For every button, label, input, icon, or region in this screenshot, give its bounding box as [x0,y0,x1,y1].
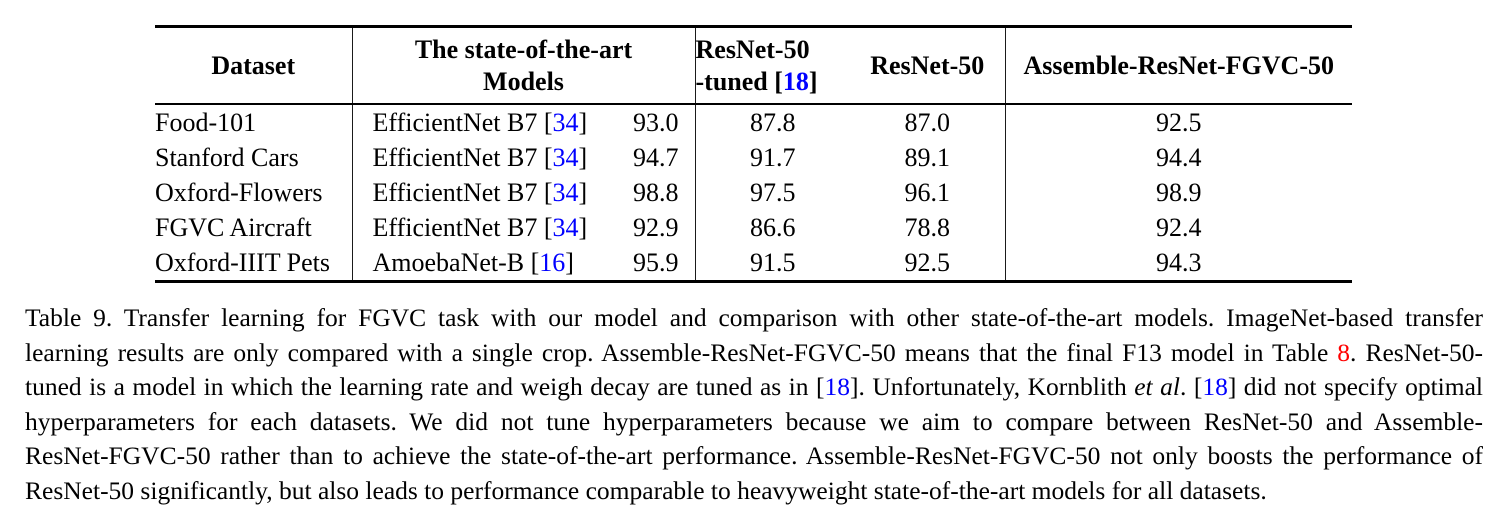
sota-bracket-close: ] [578,212,588,242]
cell-resnet50-tuned-score: 86.6 [750,212,796,242]
col-header-sota-models: The state-of-the-art Models [352,26,696,105]
sota-model-name: EfficientNet B7 [34] [373,143,588,173]
col-header-resnet50: ResNet-50 [850,26,1006,105]
citation-link[interactable]: 16 [539,247,566,277]
sota-model-name: EfficientNet B7 [34] [373,108,588,138]
cell-dataset: Oxford-IIIT Pets [155,245,353,282]
col-header-assemble: Assemble-ResNet-FGVC-50 [1005,26,1352,105]
sota-model-score: 93.0 [633,107,679,137]
caption-etal: et al [1134,372,1180,402]
cell-assemble-score: 92.5 [1156,107,1202,137]
caption-line-2: learning results are only compared with … [25,336,1483,371]
caption-text: tuned is a model in which the learning r… [25,372,825,402]
cell-resnet50-tuned-score: 87.8 [750,107,796,137]
sota-header-line1: The state-of-the-art [414,34,633,64]
cell-dataset: Stanford Cars [155,140,353,175]
caption-line-4: hyperparameters for each datasets. We di… [25,405,1483,440]
citation-link[interactable]: 34 [552,107,579,137]
caption-text: hyperparameters for each datasets. We di… [25,406,1483,436]
cell-sota-model: AmoebaNet-B [16] 95.9 [352,245,696,282]
caption-text: ResNet-50 significantly, but also leads … [25,475,1267,505]
sota-bracket-close: ] [578,177,588,207]
table-caption: Table 9. Transfer learning for FGVC task… [25,301,1483,509]
sota-model-text: AmoebaNet-B [ [372,247,540,277]
sota-model-score: 92.9 [633,212,679,242]
tuned-header-text: -tuned [ [695,66,783,96]
caption-text: ] did not specify optimal [1227,372,1483,402]
sota-bracket-close: ] [578,107,588,137]
citation-link[interactable]: 18 [782,66,809,96]
citation-link[interactable]: 34 [552,142,579,172]
citation-link[interactable]: 18 [824,372,850,402]
caption-text: learning results are only compared with … [25,337,1338,367]
cell-resnet50-score: 78.8 [850,210,1006,245]
caption-text: ResNet-FGVC-50 rather than to achieve th… [25,441,1483,471]
table-row: Stanford Cars EfficientNet B7 [34] 94.7 … [155,140,1352,175]
sota-model-name: EfficientNet B7 [34] [373,178,588,208]
cell-resnet50-tuned-score: 97.5 [750,177,796,207]
tuned-header-bracket-close: ] [808,66,818,96]
cell-assemble-score: 94.4 [1156,142,1202,172]
table-row: Oxford-IIIT Pets AmoebaNet-B [16] 95.9 9… [155,245,1352,282]
cell-dataset: Oxford-Flowers [155,175,353,210]
cell-sota-model: EfficientNet B7 [34] 93.0 [352,104,696,140]
table-row: FGVC Aircraft EfficientNet B7 [34] 92.9 … [155,210,1352,245]
sota-model-text: EfficientNet B7 [ [372,107,553,137]
cell-assemble-score: 94.3 [1156,247,1202,277]
citation-link[interactable]: 34 [552,177,579,207]
col-header-resnet50-tuned: ResNet-50 -tuned [18] [695,26,851,105]
sota-header-line2: Models [483,66,564,96]
cell-resnet50-score: 89.1 [850,140,1006,175]
caption-line-3: tuned is a model in which the learning r… [25,370,1483,405]
caption-line-5: ResNet-FGVC-50 rather than to achieve th… [25,439,1483,474]
sota-model-score: 98.8 [633,177,679,207]
caption-line-6: ResNet-50 significantly, but also leads … [25,474,1483,509]
table-row: Oxford-Flowers EfficientNet B7 [34] 98.8… [155,175,1352,210]
table-ref-link[interactable]: 8 [1337,337,1351,367]
tuned-header-line2: -tuned [18] [696,66,851,98]
cell-resnet50-tuned-score: 91.7 [750,142,796,172]
cell-resnet50-tuned-score: 91.5 [750,247,796,277]
citation-link[interactable]: 34 [552,212,579,242]
sota-model-name: EfficientNet B7 [34] [373,213,588,243]
sota-model-text: EfficientNet B7 [ [372,142,553,172]
cell-resnet50-score: 87.0 [850,104,1006,140]
caption-text: ]. Unfortunately, Kornblith [849,372,1135,402]
caption-text: Table 9. Transfer learning for FGVC task… [25,303,1483,332]
col-header-dataset: Dataset [155,26,353,105]
sota-model-text: EfficientNet B7 [ [372,212,553,242]
cell-dataset: Food-101 [155,104,353,140]
cell-sota-model: EfficientNet B7 [34] 94.7 [352,140,696,175]
sota-bracket-close: ] [578,142,588,172]
caption-text: . ResNet-50- [1350,337,1483,367]
cell-sota-model: EfficientNet B7 [34] 98.8 [352,175,696,210]
cell-assemble-score: 92.4 [1156,212,1202,242]
citation-link[interactable]: 18 [1202,372,1228,402]
table-header: Dataset The state-of-the-art Models ResN… [155,26,1352,105]
cell-sota-model: EfficientNet B7 [34] 92.9 [352,210,696,245]
cell-resnet50-score: 92.5 [850,245,1006,282]
sota-model-name: AmoebaNet-B [16] [373,248,574,278]
sota-bracket-close: ] [565,247,574,277]
header-row: Dataset The state-of-the-art Models ResN… [155,26,1352,105]
sota-model-score: 94.7 [633,142,679,172]
caption-text: . [ [1179,372,1203,402]
cell-dataset: FGVC Aircraft [155,210,353,245]
sota-model-text: EfficientNet B7 [ [372,177,553,207]
sota-model-score: 95.9 [633,247,679,277]
caption-line-1: Table 9. Transfer learning for FGVC task… [25,301,1483,336]
cell-resnet50-score: 96.1 [850,175,1006,210]
table-body: Food-101 EfficientNet B7 [34] 93.0 87.8 … [155,104,1352,282]
tuned-header-line1: ResNet-50 [695,34,810,64]
cell-assemble-score: 98.9 [1156,177,1202,207]
table-row: Food-101 EfficientNet B7 [34] 93.0 87.8 … [155,104,1352,140]
results-table: Dataset The state-of-the-art Models ResN… [155,25,1352,283]
